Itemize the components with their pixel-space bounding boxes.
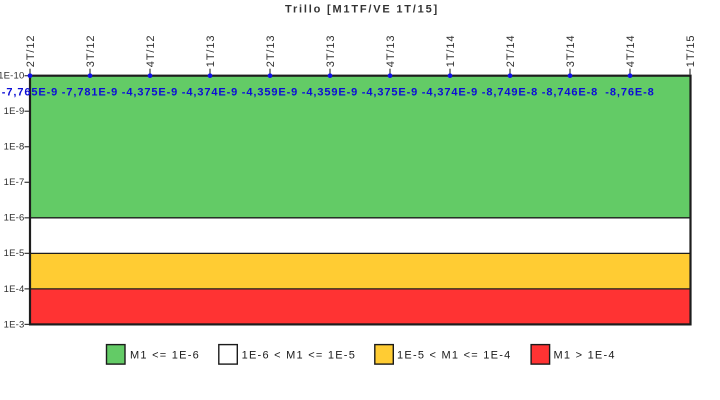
- svg-text:3T/13: 3T/13: [325, 35, 337, 68]
- svg-text:-7,765E-9: -7,765E-9: [2, 86, 58, 98]
- svg-text:-4,374E-9: -4,374E-9: [182, 86, 238, 98]
- svg-text:M1 > 1E-4: M1 > 1E-4: [554, 350, 616, 362]
- svg-text:Trillo [M1TF/VE 1T/15]: Trillo [M1TF/VE 1T/15]: [285, 3, 439, 15]
- svg-text:4T/13: 4T/13: [385, 35, 397, 68]
- svg-text:1E-7: 1E-7: [4, 177, 25, 188]
- svg-text:1E-5 < M1 <= 1E-4: 1E-5 < M1 <= 1E-4: [397, 350, 512, 362]
- svg-text:1E-3: 1E-3: [4, 319, 25, 330]
- svg-text:-8,76E-8: -8,76E-8: [605, 86, 654, 98]
- svg-text:3T/14: 3T/14: [565, 35, 577, 68]
- svg-text:1E-4: 1E-4: [4, 284, 25, 295]
- svg-text:M1 <= 1E-6: M1 <= 1E-6: [130, 350, 200, 362]
- svg-text:1E-6 < M1 <= 1E-5: 1E-6 < M1 <= 1E-5: [242, 350, 357, 362]
- svg-text:2T/14: 2T/14: [505, 35, 517, 68]
- svg-text:-7,781E-9: -7,781E-9: [62, 86, 118, 98]
- svg-text:1T/13: 1T/13: [205, 35, 217, 68]
- svg-text:1E-9: 1E-9: [4, 106, 25, 117]
- svg-text:4T/14: 4T/14: [625, 35, 637, 68]
- svg-text:1E-5: 1E-5: [4, 248, 25, 259]
- svg-text:1E-10: 1E-10: [0, 71, 25, 82]
- svg-text:-4,375E-9: -4,375E-9: [122, 86, 178, 98]
- svg-text:1T/15: 1T/15: [685, 35, 697, 68]
- svg-text:-8,749E-8: -8,749E-8: [482, 86, 538, 98]
- svg-text:-4,374E-9: -4,374E-9: [422, 86, 478, 98]
- svg-text:1E-6: 1E-6: [4, 213, 25, 224]
- svg-text:2T/13: 2T/13: [265, 35, 277, 68]
- svg-text:2T/12: 2T/12: [25, 35, 37, 68]
- svg-text:-4,359E-9: -4,359E-9: [242, 86, 298, 98]
- svg-text:1T/14: 1T/14: [445, 35, 457, 68]
- svg-text:-4,375E-9: -4,375E-9: [362, 86, 418, 98]
- svg-text:1E-8: 1E-8: [4, 142, 25, 153]
- svg-text:3T/12: 3T/12: [85, 35, 97, 68]
- svg-text:4T/12: 4T/12: [145, 35, 157, 68]
- svg-text:-8,746E-8: -8,746E-8: [542, 86, 598, 98]
- svg-text:-4,359E-9: -4,359E-9: [302, 86, 358, 98]
